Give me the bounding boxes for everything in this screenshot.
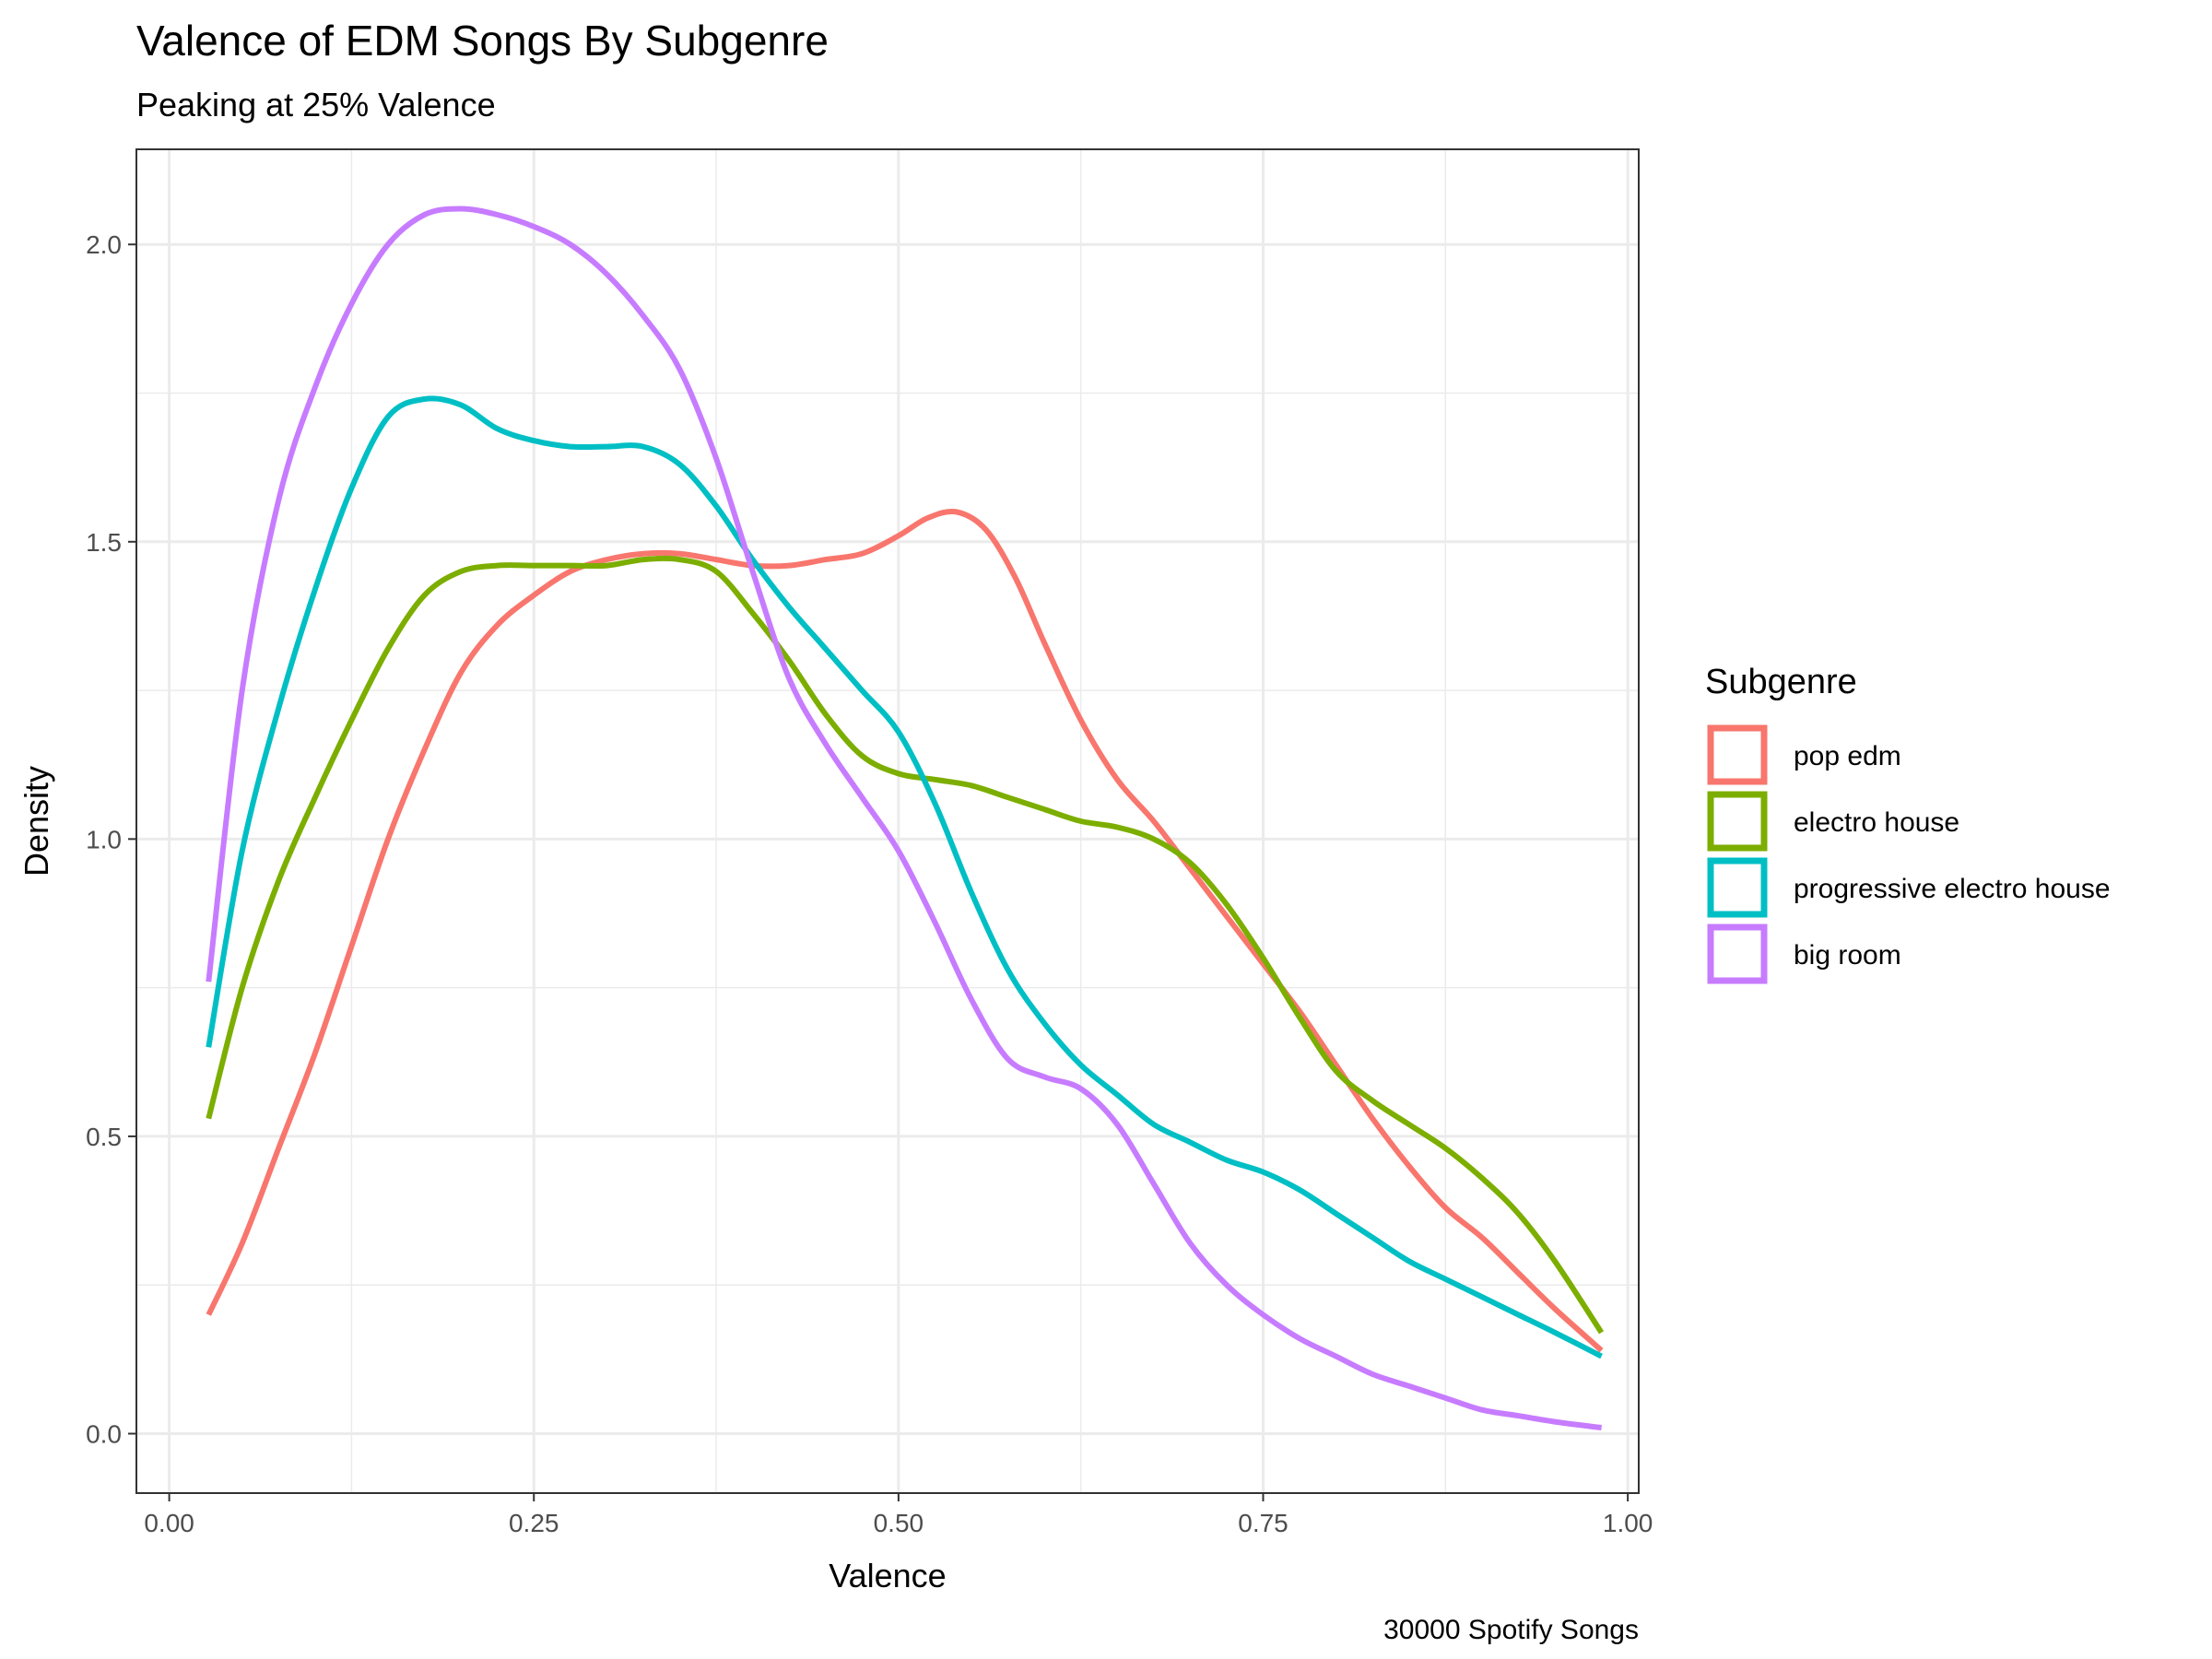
y-tick-label: 0.0 <box>86 1419 122 1448</box>
legend-label-progressive-electro-house: progressive electro house <box>1794 874 2111 904</box>
plot-background <box>136 149 1639 1493</box>
legend-items: pop edm electro house progressive electro … <box>1707 724 2111 984</box>
legend-key-progressive-electro-house <box>1707 857 1768 918</box>
x-tick-label: 0.00 <box>144 1509 194 1537</box>
legend-key-electro-house <box>1707 791 1768 852</box>
x-axis: 0.00 0.25 0.50 0.75 1.00 <box>144 1493 1653 1537</box>
x-tick-label: 0.25 <box>509 1509 559 1537</box>
x-axis-label: Valence <box>829 1557 946 1594</box>
series-lines <box>206 206 1605 1430</box>
plot-border <box>135 148 1640 1494</box>
x-tick-label: 1.00 <box>1603 1509 1653 1537</box>
plot-area <box>135 148 1640 1494</box>
y-axis-label: Density <box>18 766 55 877</box>
chart-title: Valence of EDM Songs By Subgenre <box>136 17 829 65</box>
x-tick-label: 0.50 <box>874 1509 924 1537</box>
series-line-progressive-electro-house <box>206 395 1603 1359</box>
y-tick-label: 2.0 <box>86 230 122 259</box>
legend-title: Subgenre <box>1705 663 1857 701</box>
legend-key-pop-edm <box>1707 724 1768 785</box>
legend: Subgenre pop edm electro house progressive… <box>1705 663 2111 984</box>
series-line-electro-house <box>206 555 1605 1335</box>
legend-label-pop-edm: pop edm <box>1794 741 1901 771</box>
chart-subtitle: Peaking at 25% Valence <box>136 86 496 124</box>
y-tick-label: 0.5 <box>86 1123 122 1151</box>
minor-gridlines <box>136 149 1639 1493</box>
legend-label-big-room: big room <box>1794 940 1901 971</box>
legend-key-big-room <box>1707 924 1768 984</box>
y-axis: 0.0 0.5 1.0 1.5 2.0 <box>86 230 136 1448</box>
x-tick-label: 0.75 <box>1238 1509 1288 1537</box>
y-tick-label: 1.5 <box>86 528 122 557</box>
legend-label-electro-house: electro house <box>1794 807 1959 838</box>
chart-caption: 30000 Spotify Songs <box>1383 1615 1639 1645</box>
series-line-big-room <box>206 206 1602 1430</box>
y-tick-label: 1.0 <box>86 825 122 853</box>
